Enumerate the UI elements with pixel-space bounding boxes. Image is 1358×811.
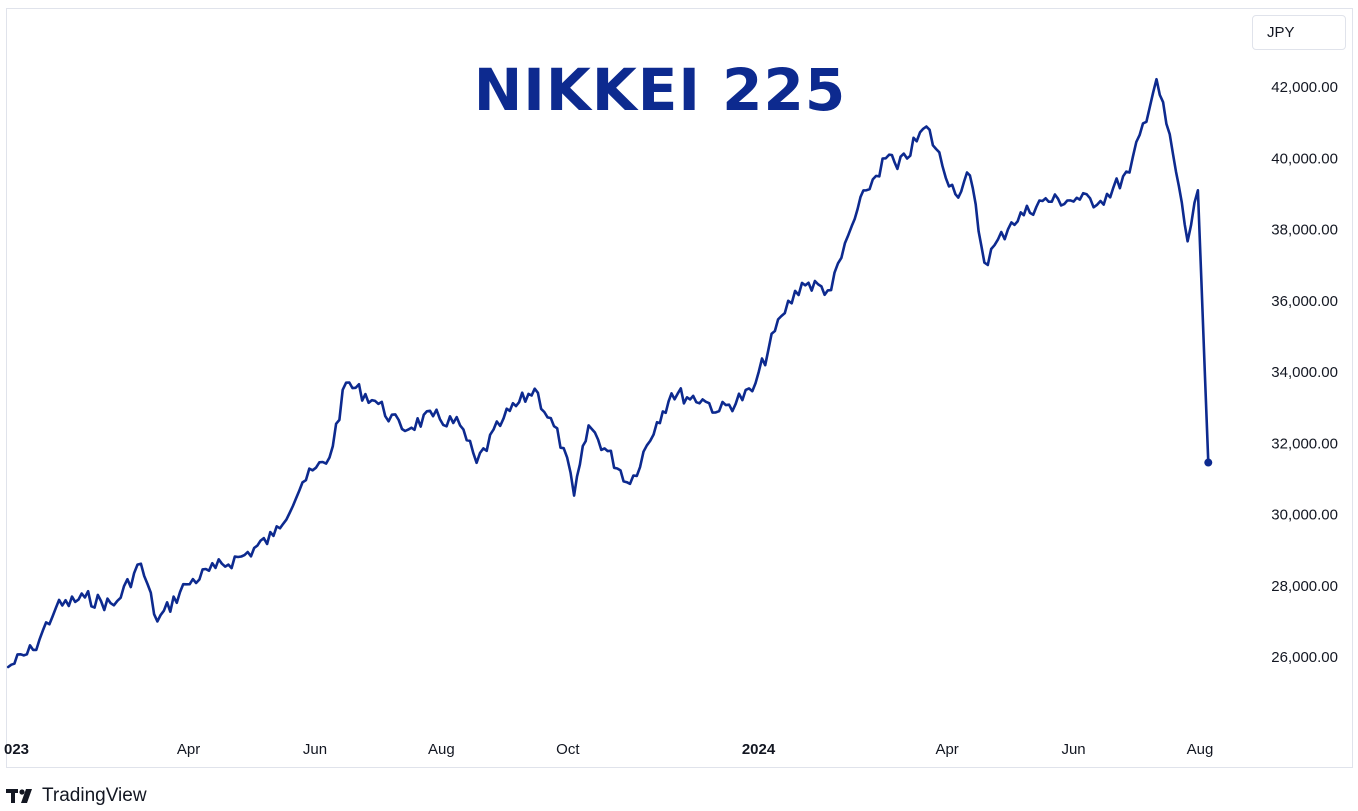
y-tick-label: 34,000.00 [1271, 364, 1338, 381]
series-line-nikkei-225 [6, 77, 1210, 669]
y-axis: 26,000.00 28,000.00 30,000.00 32,000.00 34,0… [1271, 79, 1338, 666]
x-tick-label: Oct [556, 741, 580, 758]
x-tick-label: Jun [1061, 741, 1085, 758]
x-axis: 023 Apr Jun Aug Oct 2024 Apr Jun Aug [4, 741, 1213, 758]
branding[interactable]: TradingView [6, 785, 147, 807]
chart-title: NIKKEI 225 [473, 56, 847, 124]
x-tick-label: 2024 [742, 741, 776, 758]
y-tick-label: 26,000.00 [1271, 649, 1338, 666]
x-tick-label: 023 [4, 741, 29, 758]
chart-frame [6, 8, 1353, 768]
tradingview-logo-icon [6, 789, 32, 803]
y-tick-label: 36,000.00 [1271, 293, 1338, 310]
y-tick-label: 32,000.00 [1271, 435, 1338, 452]
y-tick-label: 42,000.00 [1271, 79, 1338, 96]
x-tick-label: Jun [303, 741, 327, 758]
currency-button[interactable]: JPY [1252, 15, 1346, 50]
y-tick-label: 40,000.00 [1271, 150, 1338, 167]
brand-name: TradingView [42, 785, 147, 806]
x-tick-label: Apr [935, 741, 958, 758]
x-tick-label: Apr [177, 741, 200, 758]
x-tick-label: Aug [428, 741, 455, 758]
y-tick-label: 28,000.00 [1271, 578, 1338, 595]
x-tick-label: Aug [1187, 741, 1214, 758]
last-price-point [1204, 458, 1213, 467]
y-tick-label: 30,000.00 [1271, 507, 1338, 524]
y-tick-label: 38,000.00 [1271, 222, 1338, 239]
